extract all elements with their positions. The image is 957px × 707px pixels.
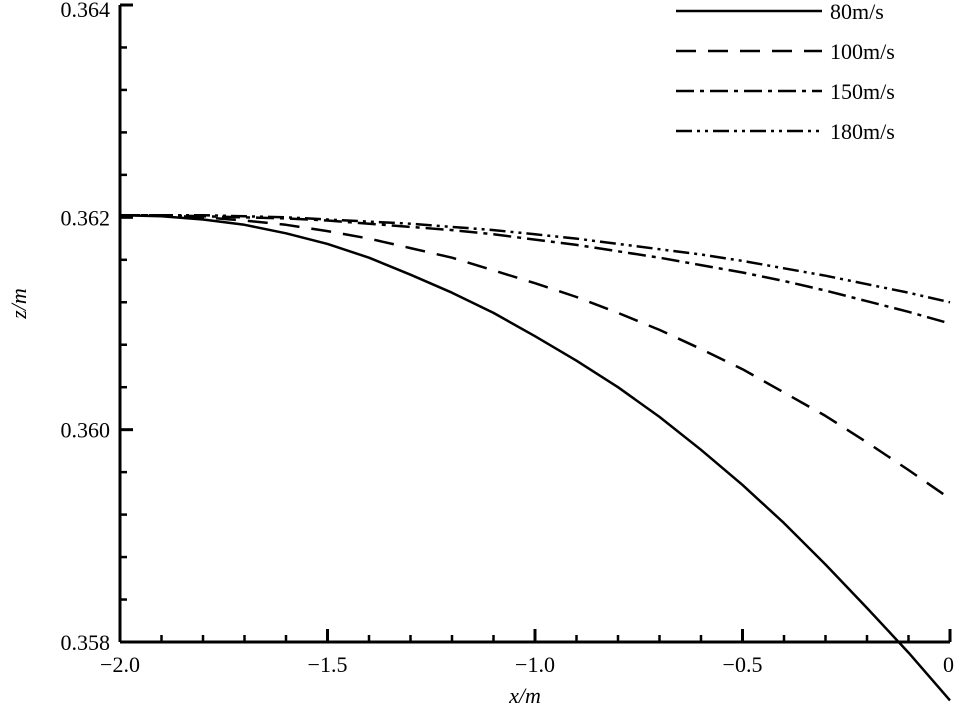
legend: 80m/s 100m/s 150m/s 180m/s [676, 0, 895, 144]
major-ticks [118, 3, 952, 644]
y-tick-label: 0.360 [61, 418, 111, 443]
legend-label: 180m/s [830, 119, 895, 144]
x-tick-label: 0 [943, 652, 954, 677]
y-tick-label: 0.358 [61, 630, 111, 655]
series-line-4 [120, 213, 951, 304]
legend-label: 100m/s [830, 39, 895, 64]
axes [118, 5, 950, 644]
series-lines [119, 213, 951, 702]
x-tick-label: −0.5 [723, 652, 763, 677]
x-tick-label: −1.0 [515, 652, 555, 677]
tick-labels: −2.0 −1.5 −1.0 −0.5 0 0.358 0.360 0.362 0.364 [61, 0, 955, 677]
minor-ticks [120, 46, 910, 642]
x-axis-label: x/m [508, 683, 541, 707]
series-line-2 [120, 213, 951, 500]
series-line-1 [119, 213, 951, 702]
x-tick-label: −1.5 [308, 652, 348, 677]
y-tick-label: 0.362 [61, 205, 111, 230]
x-tick-label: −2.0 [100, 652, 140, 677]
legend-label: 150m/s [830, 79, 895, 104]
series-line-3 [120, 213, 951, 325]
y-tick-label: 0.364 [61, 0, 111, 22]
legend-label: 80m/s [830, 0, 884, 24]
y-axis-label: z/m [6, 288, 31, 320]
